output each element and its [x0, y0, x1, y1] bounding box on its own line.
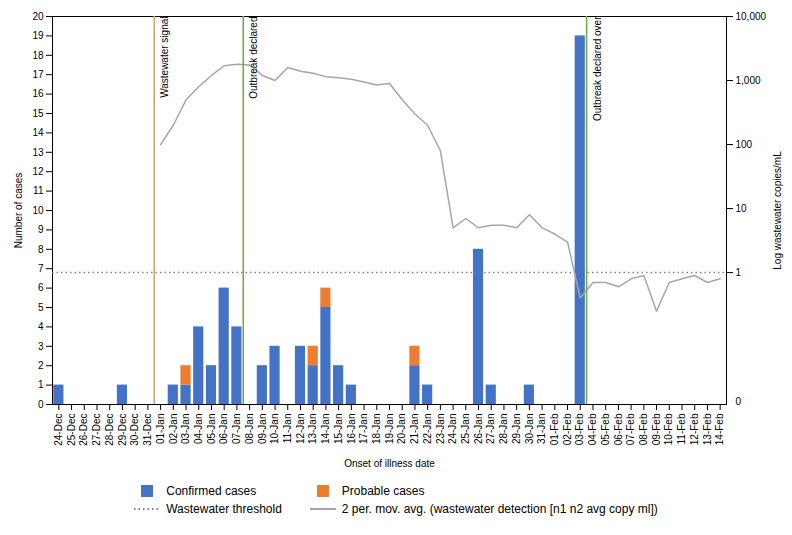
svg-text:21-Jan: 21-Jan [409, 414, 420, 445]
svg-text:16: 16 [32, 88, 44, 99]
svg-text:06-Feb: 06-Feb [613, 413, 624, 445]
svg-text:Number of cases: Number of cases [13, 173, 24, 249]
svg-text:10,000: 10,000 [736, 11, 767, 22]
svg-text:12-Jan: 12-Jan [295, 414, 306, 445]
svg-text:8: 8 [38, 244, 44, 255]
svg-text:25-Jan: 25-Jan [460, 414, 471, 445]
svg-text:14: 14 [32, 127, 44, 138]
svg-text:15-Jan: 15-Jan [333, 414, 344, 445]
svg-text:10: 10 [736, 203, 748, 214]
svg-text:07-Jan: 07-Jan [231, 414, 242, 445]
svg-text:Log wastewater copies/mL: Log wastewater copies/mL [772, 151, 783, 270]
svg-text:06-Jan: 06-Jan [218, 414, 229, 445]
svg-text:Outbreak declared: Outbreak declared [248, 17, 259, 99]
svg-text:26-Dec: 26-Dec [78, 414, 89, 446]
html-text:Probable cases: Probable cases [341, 484, 425, 498]
svg-text:29-Dec: 29-Dec [117, 414, 128, 446]
svg-text:6: 6 [38, 282, 44, 293]
svg-text:10-Feb: 10-Feb [663, 413, 674, 445]
svg-text:7: 7 [38, 263, 44, 274]
svg-text:17-Jan: 17-Jan [358, 414, 369, 445]
svg-text:13-Feb: 13-Feb [702, 413, 713, 445]
svg-text:03-Feb: 03-Feb [574, 413, 585, 445]
svg-text:30-Jan: 30-Jan [524, 414, 535, 445]
svg-text:5: 5 [38, 302, 44, 313]
svg-text:12-Feb: 12-Feb [689, 413, 700, 445]
svg-text:24-Jan: 24-Jan [447, 414, 458, 445]
svg-text:30-Dec: 30-Dec [129, 414, 140, 446]
svg-text:01-Feb: 01-Feb [549, 413, 560, 445]
svg-text:11: 11 [33, 185, 44, 196]
svg-text:25-Dec: 25-Dec [66, 414, 77, 446]
svg-text:31-Jan: 31-Jan [536, 414, 547, 445]
svg-text:1: 1 [736, 267, 742, 278]
svg-text:Outbreak declared over: Outbreak declared over [592, 16, 603, 121]
svg-text:19-Jan: 19-Jan [384, 414, 395, 445]
svg-text:2: 2 [38, 360, 44, 371]
svg-text:09-Jan: 09-Jan [257, 414, 268, 445]
svg-text:07-Feb: 07-Feb [625, 413, 636, 445]
svg-text:15: 15 [32, 108, 44, 119]
svg-text:100: 100 [736, 139, 753, 150]
html-text:Confirmed cases: Confirmed cases [166, 484, 257, 498]
svg-text:Wastewater signal: Wastewater signal [159, 17, 170, 98]
svg-text:04-Jan: 04-Jan [193, 414, 204, 445]
svg-text:17: 17 [32, 69, 44, 80]
svg-text:19: 19 [32, 30, 44, 41]
svg-text:14-Jan: 14-Jan [320, 414, 331, 445]
svg-text:20-Jan: 20-Jan [396, 414, 407, 445]
svg-text:31-Dec: 31-Dec [142, 414, 153, 446]
svg-text:3: 3 [38, 341, 44, 352]
svg-text:11-Jan: 11-Jan [282, 414, 293, 444]
svg-text:13: 13 [32, 147, 44, 158]
svg-text:0: 0 [736, 396, 742, 407]
svg-text:28-Dec: 28-Dec [104, 414, 115, 446]
svg-text:27-Dec: 27-Dec [91, 414, 102, 446]
svg-text:05-Jan: 05-Jan [206, 414, 217, 445]
svg-text:4: 4 [38, 321, 44, 332]
svg-text:1: 1 [38, 379, 44, 390]
svg-text:1,000: 1,000 [736, 75, 761, 86]
svg-text:13-Jan: 13-Jan [307, 414, 318, 445]
svg-text:23-Jan: 23-Jan [435, 414, 446, 445]
html-text:Wastewater threshold: Wastewater threshold [166, 502, 282, 516]
svg-text:08-Feb: 08-Feb [638, 413, 649, 445]
svg-text:01-Jan: 01-Jan [155, 414, 166, 445]
html-text:2 per. mov. avg. (wastewater d: 2 per. mov. avg. (wastewater detection [… [341, 502, 658, 516]
svg-text:09-Feb: 09-Feb [651, 413, 662, 445]
svg-text:16-Jan: 16-Jan [346, 414, 357, 445]
svg-text:0: 0 [38, 399, 44, 410]
svg-text:10: 10 [32, 205, 44, 216]
svg-text:29-Jan: 29-Jan [511, 414, 522, 445]
svg-text:20: 20 [32, 11, 44, 22]
svg-text:08-Jan: 08-Jan [244, 414, 255, 445]
svg-text:02-Jan: 02-Jan [168, 414, 179, 445]
svg-text:18-Jan: 18-Jan [371, 414, 382, 445]
svg-text:18: 18 [32, 50, 44, 61]
svg-text:Onset of illness date: Onset of illness date [344, 458, 435, 469]
svg-text:24-Dec: 24-Dec [53, 414, 64, 446]
svg-text:10-Jan: 10-Jan [269, 414, 280, 445]
svg-text:11-Feb: 11-Feb [676, 413, 687, 444]
svg-text:27-Jan: 27-Jan [485, 414, 496, 445]
svg-text:14-Feb: 14-Feb [714, 413, 725, 445]
svg-text:03-Jan: 03-Jan [180, 414, 191, 445]
svg-text:9: 9 [38, 224, 44, 235]
svg-text:12: 12 [32, 166, 44, 177]
svg-text:26-Jan: 26-Jan [473, 414, 484, 445]
svg-text:28-Jan: 28-Jan [498, 414, 509, 445]
svg-text:22-Jan: 22-Jan [422, 414, 433, 445]
svg-text:04-Feb: 04-Feb [587, 413, 598, 445]
svg-text:02-Feb: 02-Feb [562, 413, 573, 445]
svg-text:05-Feb: 05-Feb [600, 413, 611, 445]
